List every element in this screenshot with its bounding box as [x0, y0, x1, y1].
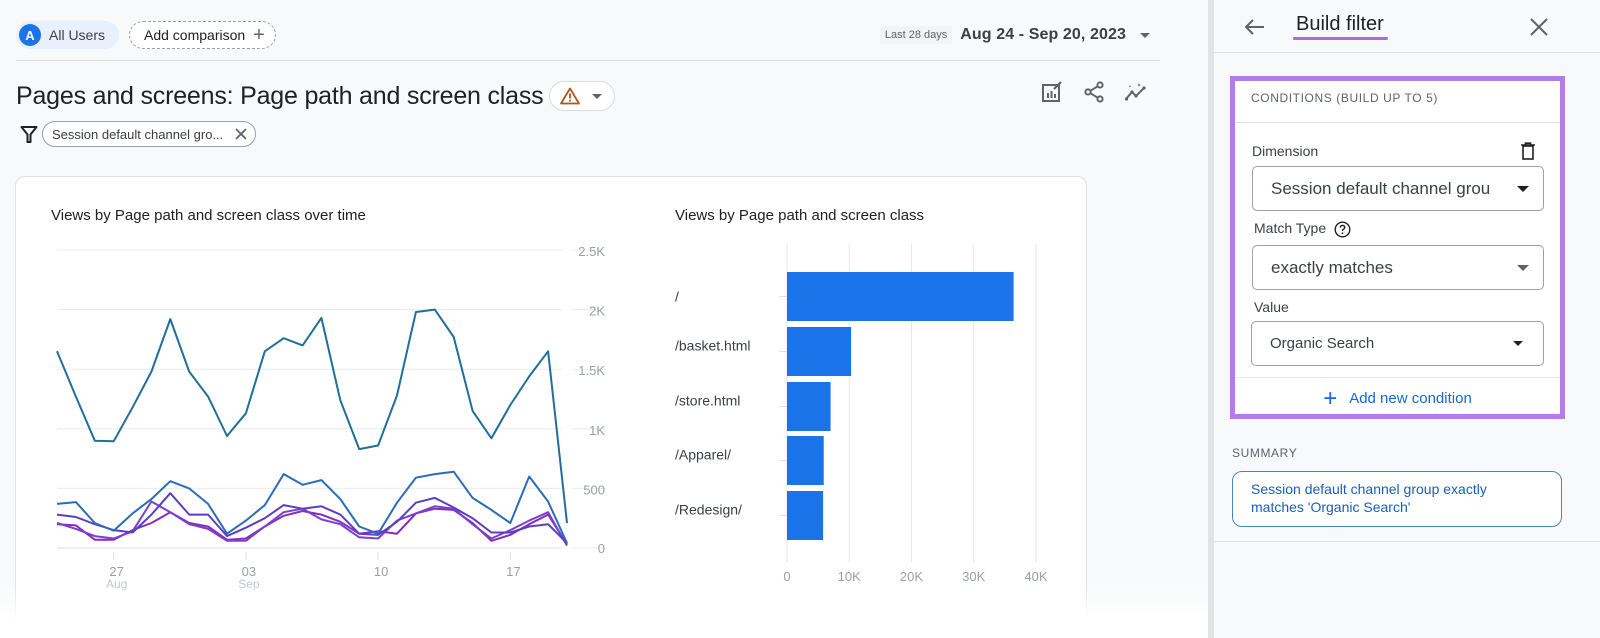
value-label: Value — [1254, 299, 1289, 315]
x-tick-label: 27 — [109, 564, 123, 579]
date-range-picker[interactable]: Last 28 days Aug 24 - Sep 20, 2023 — [879, 21, 1150, 49]
bar-chart[interactable]: 0 10K 20K 30K 40K / /basket.html/store.html/Ap… — [640, 0, 1080, 620]
conditions-heading: CONDITIONS (BUILD UP TO 5) — [1235, 81, 1560, 123]
help-icon[interactable] — [1334, 221, 1351, 238]
match-type-select[interactable]: exactly matches — [1252, 245, 1544, 290]
dimension-label: Dimension — [1252, 143, 1319, 159]
filter-icon — [20, 126, 38, 143]
date-range-text: Aug 24 - Sep 20, 2023 — [960, 26, 1126, 43]
x-tick-label: 10 — [374, 564, 388, 579]
add-new-condition-label: Add new condition — [1349, 390, 1472, 407]
page-title: Pages and screens: Page path and screen … — [16, 81, 544, 110]
comparison-bar: A All Users Add comparison + Last 28 day… — [16, 21, 1160, 49]
plus-icon: + — [253, 24, 265, 46]
title-highlight-underline — [1293, 37, 1388, 40]
bar[interactable] — [787, 382, 831, 431]
y-tick-label: 2.5K — [578, 244, 605, 259]
report-warning-dropdown[interactable] — [549, 81, 616, 111]
bar-chart-title: Views by Page path and screen class — [675, 207, 925, 224]
value-value: Organic Search — [1270, 335, 1375, 352]
line-chart-title: Views by Page path and screen class over… — [51, 207, 366, 224]
report-actions — [1040, 80, 1148, 104]
value-select[interactable]: Organic Search — [1251, 321, 1544, 366]
plus-icon: + — [1323, 384, 1338, 412]
x-tick-label: 03 — [242, 564, 256, 579]
bar-category-label: /Apparel/ — [675, 447, 731, 463]
trash-icon[interactable] — [1520, 142, 1536, 160]
x-tick-sublabel: Sep — [238, 577, 260, 591]
add-new-condition-button[interactable]: + Add new condition — [1235, 377, 1560, 419]
divider — [1214, 541, 1600, 542]
dimension-value: Session default channel grou — [1271, 178, 1491, 198]
filter-chip-label: Session default channel gro... — [52, 126, 224, 142]
line-series[interactable] — [56, 470, 568, 544]
chevron-down-icon — [1513, 341, 1523, 346]
panel-header: Build filter — [1214, 0, 1600, 53]
filter-chip-channel-group[interactable]: Session default channel gro... — [42, 121, 257, 147]
line-series[interactable] — [56, 492, 568, 544]
match-type-value: exactly matches — [1271, 257, 1393, 277]
y-tick-label: 2K — [589, 304, 605, 319]
date-preset-badge: Last 28 days — [879, 26, 953, 44]
filter-summary: Session default channel group exactly ma… — [1232, 471, 1562, 527]
insights-icon[interactable] — [1124, 80, 1148, 104]
bar[interactable] — [787, 436, 824, 485]
chevron-down-icon — [592, 93, 603, 99]
x-tick-label: 30K — [962, 569, 985, 584]
x-tick-label: 17 — [506, 564, 520, 579]
applied-filters: Session default channel gro... — [20, 121, 257, 147]
conditions-card: CONDITIONS (BUILD UP TO 5) Dimension Ses… — [1230, 76, 1565, 419]
bar-category-label: /store.html — [675, 393, 740, 409]
add-comparison-label: Add comparison — [144, 27, 246, 43]
divider — [16, 60, 1160, 61]
line-series[interactable] — [56, 308, 568, 524]
bar-category-label: /basket.html — [675, 338, 750, 354]
report-title-row: Pages and screens: Page path and screen … — [16, 80, 616, 112]
segment-avatar: A — [19, 24, 41, 46]
customize-report-icon[interactable] — [1040, 80, 1064, 104]
chevron-down-icon — [1140, 32, 1150, 38]
x-tick-label: 10K — [838, 569, 861, 584]
y-tick-label: 0 — [598, 541, 605, 556]
y-tick-label: 500 — [583, 482, 605, 497]
dimension-select[interactable]: Session default channel grou — [1252, 166, 1544, 211]
charts-card: Views by Page path and screen class over… — [15, 176, 1087, 638]
segment-label: All Users — [49, 27, 106, 43]
y-tick-label: 1K — [589, 423, 605, 438]
bar-category-label: / — [675, 289, 679, 305]
share-icon[interactable] — [1082, 80, 1106, 104]
x-tick-label: 40K — [1024, 569, 1047, 584]
warning-icon — [560, 87, 581, 105]
bar[interactable] — [787, 491, 824, 540]
bar[interactable] — [787, 272, 1014, 321]
close-icon[interactable] — [235, 128, 247, 140]
close-icon[interactable] — [1526, 14, 1552, 40]
summary-heading: SUMMARY — [1232, 446, 1298, 460]
line-series[interactable] — [56, 500, 568, 547]
back-arrow-icon[interactable] — [1242, 14, 1268, 40]
x-tick-label: 0 — [783, 569, 790, 584]
match-type-label-text: Match Type — [1254, 220, 1327, 236]
match-type-label: Match Type — [1254, 220, 1351, 238]
chevron-down-icon — [1517, 265, 1529, 271]
segment-chip-all-users[interactable]: A All Users — [16, 21, 120, 49]
x-tick-label: 20K — [900, 569, 923, 584]
chevron-down-icon — [1517, 186, 1529, 192]
build-filter-panel: Build filter CONDITIONS (BUILD UP TO 5) … — [1208, 0, 1600, 638]
bar-category-label: /Redesign/ — [675, 502, 742, 518]
y-tick-label: 1.5K — [578, 363, 605, 378]
panel-title: Build filter — [1296, 13, 1384, 35]
x-tick-sublabel: Aug — [106, 577, 127, 591]
add-comparison-button[interactable]: Add comparison + — [129, 21, 276, 49]
bar[interactable] — [787, 327, 852, 376]
